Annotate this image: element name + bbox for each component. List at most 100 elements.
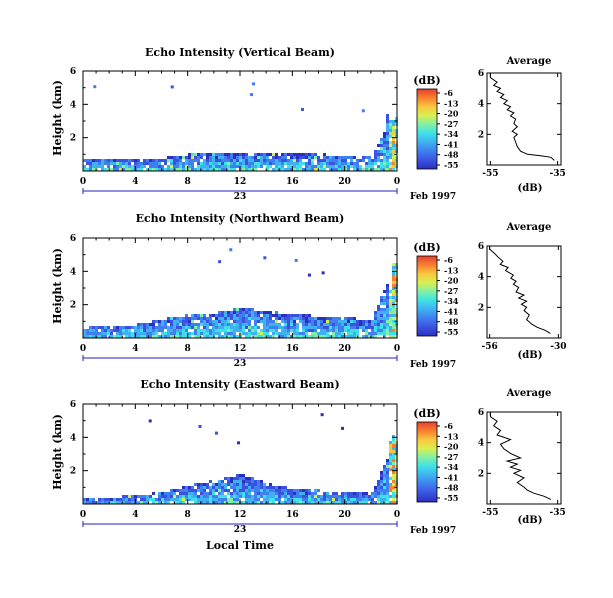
echo-cell bbox=[107, 168, 110, 171]
echo-cell bbox=[320, 162, 323, 165]
echo-cell bbox=[284, 162, 287, 165]
echo-cell bbox=[323, 332, 326, 335]
echo-cell bbox=[386, 168, 389, 171]
echo-cell bbox=[236, 335, 239, 338]
echo-cell bbox=[287, 501, 290, 504]
echo-cell bbox=[383, 501, 386, 504]
echo-cell bbox=[92, 332, 95, 335]
echo-cell bbox=[212, 159, 215, 162]
echo-cell bbox=[392, 293, 395, 296]
colorbar-label: (dB) bbox=[413, 407, 440, 420]
echo-cell bbox=[347, 326, 350, 329]
echo-cell bbox=[137, 326, 140, 329]
echo-cell bbox=[200, 329, 203, 332]
echo-cell bbox=[284, 495, 287, 498]
echo-cell bbox=[98, 335, 101, 338]
profile-y-tick-label: 2 bbox=[478, 469, 484, 479]
echo-cell bbox=[308, 323, 311, 326]
echo-cell bbox=[341, 323, 344, 326]
echo-cell bbox=[245, 501, 248, 504]
echo-cell bbox=[242, 317, 245, 320]
echo-cell bbox=[254, 326, 257, 329]
echo-cell bbox=[263, 335, 266, 338]
profile-x-label: (dB) bbox=[518, 515, 543, 526]
echo-cell bbox=[236, 489, 239, 492]
echo-cell bbox=[260, 165, 263, 168]
echo-cell bbox=[197, 314, 200, 317]
echo-cell bbox=[257, 162, 260, 165]
echo-cell bbox=[272, 168, 275, 171]
echo-cell bbox=[272, 501, 275, 504]
echo-cell bbox=[173, 156, 176, 159]
echo-cell bbox=[161, 323, 164, 326]
echo-cell bbox=[233, 323, 236, 326]
echo-cell bbox=[197, 159, 200, 162]
echo-cell bbox=[176, 162, 179, 165]
echo-cell bbox=[263, 156, 266, 159]
echo-cell bbox=[158, 492, 161, 495]
echo-cell bbox=[356, 165, 359, 168]
echo-cell bbox=[221, 165, 224, 168]
echo-cell bbox=[332, 492, 335, 495]
echo-cell bbox=[209, 168, 212, 171]
echo-cell bbox=[185, 329, 188, 332]
echo-cell bbox=[317, 317, 320, 320]
echo-cell bbox=[191, 159, 194, 162]
echo-cell bbox=[305, 501, 308, 504]
echo-cell bbox=[146, 332, 149, 335]
echo-cell bbox=[239, 492, 242, 495]
echo-cell bbox=[326, 320, 329, 323]
echo-cell bbox=[353, 498, 356, 501]
echo-cell bbox=[104, 332, 107, 335]
echo-cell bbox=[263, 159, 266, 162]
echo-cell bbox=[389, 483, 392, 486]
echo-cell bbox=[293, 492, 296, 495]
echo-cell bbox=[203, 495, 206, 498]
echo-cell bbox=[236, 308, 239, 311]
echo-cell bbox=[185, 162, 188, 165]
echo-cell bbox=[389, 144, 392, 147]
echo-cell bbox=[191, 317, 194, 320]
echo-cell bbox=[194, 329, 197, 332]
echo-cell bbox=[380, 501, 383, 504]
echo-cell bbox=[239, 317, 242, 320]
echo-cell bbox=[275, 156, 278, 159]
echo-cell bbox=[278, 486, 281, 489]
echo-cell bbox=[92, 335, 95, 338]
echo-cell bbox=[293, 162, 296, 165]
echo-cell bbox=[170, 492, 173, 495]
echo-cell bbox=[83, 332, 86, 335]
echo-cell bbox=[371, 332, 374, 335]
echo-cell bbox=[287, 495, 290, 498]
echo-cell bbox=[266, 332, 269, 335]
echo-cell bbox=[146, 168, 149, 171]
echo-cell bbox=[365, 168, 368, 171]
echo-cell bbox=[221, 501, 224, 504]
echo-cell bbox=[254, 483, 257, 486]
echo-cell bbox=[119, 326, 122, 329]
echo-cell bbox=[161, 329, 164, 332]
echo-cell bbox=[380, 296, 383, 299]
echo-cell bbox=[317, 159, 320, 162]
echo-cell bbox=[215, 156, 218, 159]
echo-cell bbox=[314, 165, 317, 168]
echo-cell bbox=[242, 486, 245, 489]
echo-cell bbox=[215, 314, 218, 317]
echo-cell bbox=[227, 320, 230, 323]
echo-cell bbox=[392, 269, 395, 272]
echo-speckle bbox=[250, 93, 254, 97]
echo-cell bbox=[356, 323, 359, 326]
echo-cell bbox=[173, 326, 176, 329]
echo-cell bbox=[245, 168, 248, 171]
echo-cell bbox=[194, 314, 197, 317]
echo-cell bbox=[281, 156, 284, 159]
echo-cell bbox=[209, 489, 212, 492]
echo-cell bbox=[311, 335, 314, 338]
echo-speckle bbox=[214, 431, 218, 435]
echo-cell bbox=[95, 165, 98, 168]
echo-cell bbox=[356, 326, 359, 329]
echo-cell bbox=[383, 329, 386, 332]
echo-cell bbox=[314, 332, 317, 335]
echo-cell bbox=[101, 168, 104, 171]
echo-cell bbox=[248, 483, 251, 486]
